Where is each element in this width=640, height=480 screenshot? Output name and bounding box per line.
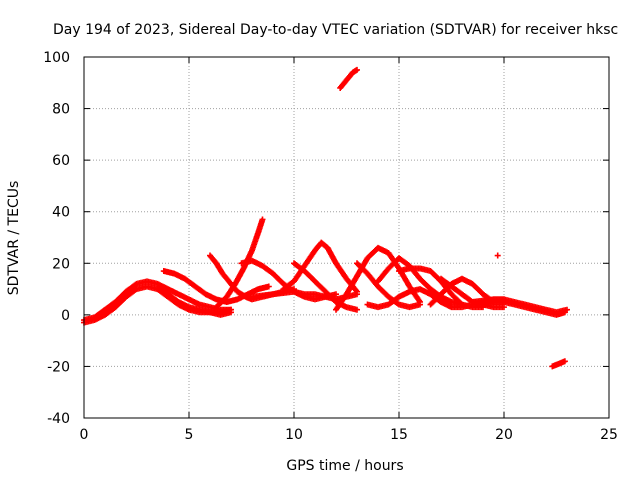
data-point: [417, 301, 423, 308]
y-tick-label: 0: [61, 308, 70, 324]
y-tick-label: 80: [52, 102, 70, 118]
series-arc-21: [494, 252, 501, 259]
x-axis-label: GPS time / hours: [286, 458, 403, 474]
series-arc-6: [213, 216, 266, 311]
series-arc-12: [333, 244, 423, 313]
data-point: [259, 216, 266, 223]
x-tick-labels: 0 5 10 15 20 25: [80, 427, 618, 443]
y-tick-label: 60: [52, 153, 70, 169]
x-tick-label: 15: [390, 427, 408, 443]
chart-title: Day 194 of 2023, Sidereal Day-to-day VTE…: [53, 22, 618, 38]
y-axis-label: SDTVAR / TECUs: [6, 181, 22, 296]
data-point: [354, 288, 360, 295]
data-point: [561, 358, 568, 365]
data-point: [494, 252, 501, 259]
data-point: [353, 287, 360, 294]
y-tick-label: 40: [52, 205, 70, 221]
series-arc-20: [480, 298, 568, 318]
grid-lines: [84, 57, 609, 418]
data-point: [561, 309, 568, 316]
data-point: [265, 283, 272, 290]
y-tick-label: 100: [43, 50, 70, 66]
series-arc-10: [291, 260, 360, 313]
series-arc-11: [337, 66, 360, 91]
y-tick-label: 20: [52, 256, 70, 272]
series-arc-3: [154, 286, 234, 316]
y-tick-label: -20: [47, 359, 70, 375]
data-point: [501, 304, 507, 311]
plot-frame: [83, 56, 610, 419]
x-tick-label: 20: [495, 427, 513, 443]
series-arc-4: [160, 268, 272, 305]
x-tick-label: 5: [185, 427, 194, 443]
data-point: [228, 306, 234, 313]
data-points: [81, 66, 570, 370]
axis-ticks: [83, 56, 610, 419]
y-tick-label: -40: [47, 411, 70, 427]
data-point: [354, 66, 360, 73]
data-point: [354, 306, 360, 313]
y-tick-labels: -40 -20 0 20 40 60 80 100: [43, 50, 70, 427]
x-tick-label: 10: [285, 427, 303, 443]
series-arc-14: [375, 255, 465, 308]
series-arc-22: [549, 358, 568, 370]
data-point: [333, 291, 339, 298]
x-tick-label: 0: [80, 427, 89, 443]
x-tick-label: 25: [600, 427, 618, 443]
